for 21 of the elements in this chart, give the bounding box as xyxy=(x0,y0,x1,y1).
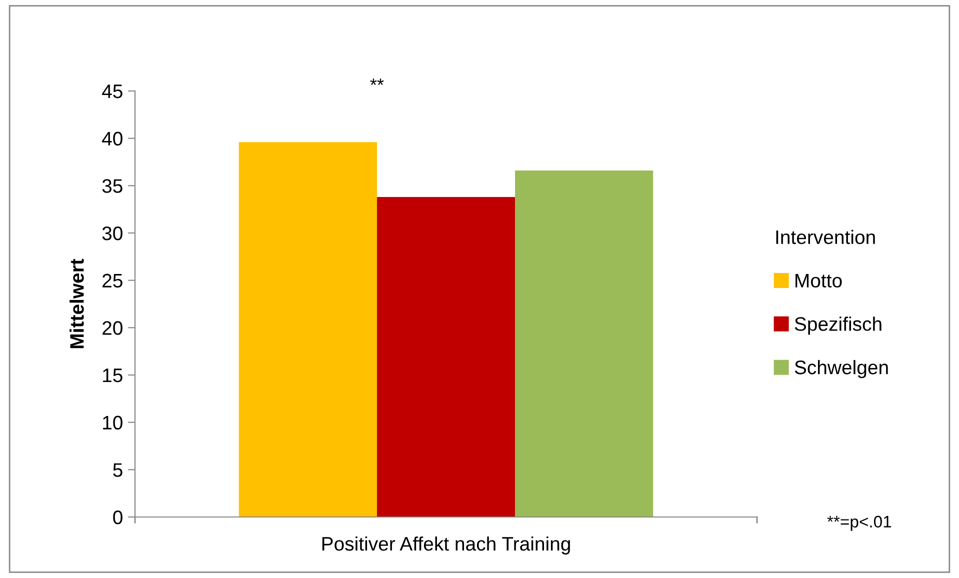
bar xyxy=(515,170,654,517)
y-tick-label: 5 xyxy=(113,463,122,477)
y-tick-label: 10 xyxy=(103,416,122,430)
y-tick-label: 0 xyxy=(113,510,122,524)
y-tick-label: 40 xyxy=(102,132,122,146)
y-axis-title: Mittelwert xyxy=(70,258,84,348)
legend-label: Spezifisch xyxy=(794,316,882,335)
legend-title: Intervention xyxy=(776,230,875,244)
text: **=p<.01 xyxy=(827,516,892,531)
legend-label: Motto xyxy=(796,274,842,288)
y-tick-label: 15 xyxy=(103,368,122,382)
x-tick-label: Positiver Affekt nach Training xyxy=(322,536,570,555)
y-tick-label: 30 xyxy=(102,226,122,240)
y-tick-label: 20 xyxy=(102,321,122,335)
legend-label: Schwelgen xyxy=(794,360,888,378)
bar xyxy=(238,142,377,517)
text: ** xyxy=(370,78,384,85)
y-tick-label: 25 xyxy=(102,274,122,288)
y-tick-label: 35 xyxy=(102,179,122,193)
y-tick-label: 45 xyxy=(102,84,122,98)
bar xyxy=(376,197,516,517)
